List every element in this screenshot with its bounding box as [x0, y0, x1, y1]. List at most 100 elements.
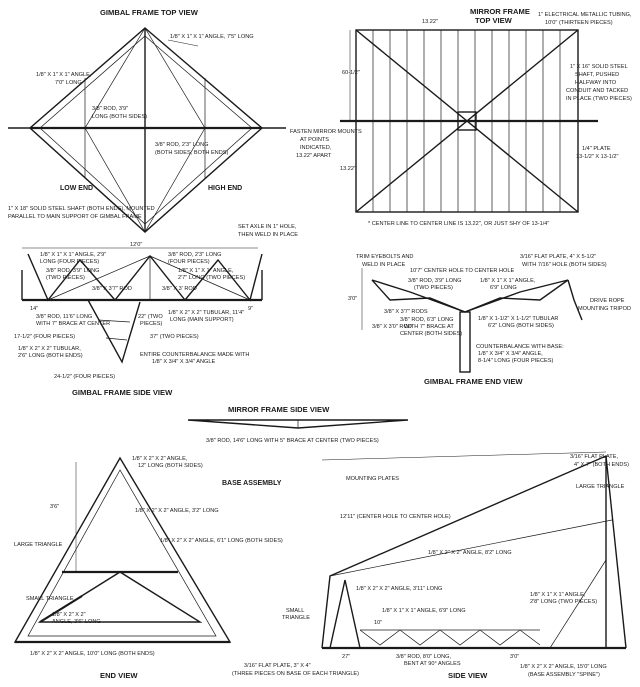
label-tub-2-6-1: 1/8" X 2" X 2" TUBULAR, — [18, 346, 81, 352]
label-angle-3-11: 1/8" X 2" X 2" ANGLE, 3'11" LONG — [356, 586, 442, 592]
label-cb-1: ENTIRE COUNTERBALANCE MADE WITH — [140, 352, 249, 358]
base-side-small-frame — [329, 579, 361, 649]
label-end-height: 3'0" — [348, 296, 357, 302]
label-rod-a-1: 3/8" ROD, 3'9" — [92, 106, 128, 112]
label-shaft-1: 1" X 18" SOLID STEEL SHAFT (BOTH ENDS), … — [8, 206, 155, 212]
label-24-5: 24-1/2" (FOUR PIECES) — [54, 374, 115, 380]
label-flat-bot-2: (THREE PIECES ON BASE OF EACH TRIANGLE) — [232, 671, 359, 677]
label-spine-2: (BASE ASSEMBLY "SPINE") — [528, 672, 600, 678]
label-rod-3-9-2: (TWO PIECES) — [46, 275, 85, 281]
label-flat-bot-1: 3/16" FLAT PLATE, 3" X 4" — [244, 663, 311, 669]
leader-mount — [321, 451, 607, 461]
label-apex-1: 1/8" X 2" X 2" ANGLE, — [132, 456, 188, 462]
label-small-triangle: SMALL TRIANGLE — [26, 596, 74, 602]
label-rod-3-9-1: 3/8" ROD, 3'9" LONG — [408, 278, 462, 284]
label-flat-1: 3/16" FLAT PLATE, 4" X 5-1/2" — [520, 254, 596, 260]
end-bottom-rail — [371, 279, 569, 313]
label-shaft-2: SHAFT, PUSHED — [575, 72, 619, 78]
label-emt-2: 10'0" (THIRTEEN PIECES) — [545, 20, 613, 26]
label-rod-3-9-2: (TWO PIECES) — [414, 285, 453, 291]
label-trim-2: WELD IN PLACE — [362, 262, 405, 268]
gimbal-rod-diag-2 — [144, 27, 206, 129]
label-rope-2: MOUNTING TRIPOD — [578, 306, 631, 312]
label-cb-3: 8-1/4" LONG (FOUR PIECES) — [478, 358, 553, 364]
label-angle-2-9-2: LONG (FOUR PIECES) — [40, 259, 99, 265]
label-base-height: 3'6" — [50, 504, 59, 510]
label-angle-2-8-2: 2'8" LONG (TWO PIECES) — [530, 599, 597, 605]
label-rod-b-1: 3/8" ROD, 2'3" LONG — [155, 142, 209, 148]
label-small-tri-2: TRIANGLE — [282, 615, 310, 621]
label-bottom-angle: 1/8" X 2" X 2" ANGLE, 10'0" LONG (BOTH E… — [30, 651, 155, 657]
base-large-triangle-inner — [27, 469, 217, 637]
label-rod-11-6-1: 3/8" ROD, 11'6" LONG — [36, 314, 92, 320]
label-rod-6-3-2: WITH 7" BRACE AT — [404, 324, 454, 330]
gimbal-frame-top-view: GIMBAL FRAME TOP VIEW 1/8" X 1" X 1" ANG… — [8, 8, 298, 238]
base-side-title: SIDE VIEW — [448, 671, 488, 680]
label-rod-6-3-1: 3/8" ROD, 6'3" LONG — [400, 317, 454, 323]
label-mounts-4: 13.22" APART — [296, 153, 332, 159]
label-tub-1: 1/8" X 1-1/2" X 1-1/2" TUBULAR — [478, 316, 558, 322]
label-axle-2: THEN WELD IN PLACE — [238, 232, 298, 238]
end-counterbalance — [459, 311, 471, 373]
gimbal-top-title: GIMBAL FRAME TOP VIEW — [100, 8, 199, 17]
base-end-view: 3'6" 1/8" X 2" X 2" ANGLE, 12" LONG (BOT… — [13, 456, 283, 680]
label-rods-3-7: 3/8" X 3'7" RODS — [384, 309, 428, 315]
label-37: 37" (TWO PIECES) — [150, 334, 199, 340]
label-high-end: HIGH END — [208, 185, 242, 192]
label-rod-6-3-3: CENTER (BOTH SIDES) — [400, 331, 462, 337]
gimbal-side-rod-l — [47, 255, 151, 301]
end-rod-l — [409, 291, 466, 313]
label-14in: 14" — [30, 306, 38, 312]
label-rod-11-6-2: WITH 7" BRACE AT CENTER — [36, 321, 110, 327]
label-angle-left-1: 1/8" X 1" X 1" ANGLE, — [36, 72, 92, 78]
label-angle-6-1: 1/8" X 2" X 2" ANGLE, 6'1" LONG (BOTH SI… — [160, 538, 283, 544]
base-side-bent-rod — [359, 629, 541, 646]
label-cb-2: 1/8" X 3/4" X 3/4" ANGLE — [152, 359, 215, 365]
label-plate-1: 1/4" PLATE — [582, 146, 611, 152]
gimbal-rod-diag-3 — [84, 127, 146, 233]
label-angle-6-9: 1/8" X 1" X 1" ANGLE, 6'9" LONG — [382, 608, 466, 614]
gimbal-counterbalance — [87, 299, 141, 364]
label-angle-top: 1/8" X 1" X 1" ANGLE, 7'5" LONG — [170, 34, 254, 40]
label-angle-6-9-1: 1/8" X 1" X 1" ANGLE, — [480, 278, 536, 284]
label-rope-1: DRIVE ROPE — [590, 298, 625, 304]
label-mounts-3: INDICATED, — [300, 145, 332, 151]
end-rod-r — [464, 291, 521, 313]
label-rod-2-3-2: (FOUR PIECES) — [168, 259, 210, 265]
mirror-frame-top-view: MIRROR FRAME TOP VIEW 13.22" 1" ELECTRIC… — [290, 7, 632, 227]
label-angle-2-8-1: 1/8" X 1" X 1" ANGLE, — [530, 592, 586, 598]
label-tub-11-4-2: LONG (MAIN SUPPORT) — [170, 317, 234, 323]
label-angle-2-7-1: 1/8" X 1" X 1" ANGLE, — [178, 268, 234, 274]
label-large-triangle: LARGE TRIANGLE — [14, 542, 63, 548]
gimbal-rod-diag-4 — [144, 127, 206, 233]
label-flat-top-1: 3/16" FLAT PLATE, — [570, 454, 618, 460]
label-shaft-5: IN PLACE (TWO PIECES) — [566, 96, 632, 102]
cb-brace-2 — [105, 337, 128, 341]
label-angle-8-2: 1/8" X 2" X 2" ANGLE, 8'2" LONG — [428, 550, 512, 556]
label-flat-top-2: 4" X 7" (BOTH ENDS) — [574, 462, 629, 468]
gimbal-end-title: GIMBAL FRAME END VIEW — [424, 377, 523, 386]
label-27in: 27" — [342, 654, 350, 660]
label-shaft-1: 1" X 16" SOLID STEEL — [570, 64, 628, 70]
label-apex-2: 12" LONG (BOTH SIDES) — [138, 463, 203, 469]
label-shaft-4: CONDUIT AND TACKED — [566, 88, 628, 94]
base-title: BASE ASSEMBLY — [222, 480, 282, 487]
label-rod-8-2: BENT AT 90° ANGLES — [404, 661, 461, 667]
mirror-frame-side-view: MIRROR FRAME SIDE VIEW 3/8" ROD, 14'6" L… — [187, 405, 409, 444]
label-angle-3-2: 1/8" X 2" X 2" ANGLE, 3'2" LONG — [135, 508, 219, 514]
label-height: 60-1/2" — [342, 70, 360, 76]
label-rod-2-3-1: 3/8" ROD, 2'3" LONG — [168, 252, 222, 258]
label-rod-3-9-1: 3/8" ROD, 3'9" LONG — [46, 268, 100, 274]
base-side-brace — [549, 559, 607, 649]
gimbal-side-rod-r — [149, 255, 251, 301]
mirror-center-plate — [457, 111, 477, 131]
label-small-tri-1: SMALL — [286, 608, 304, 614]
label-low-end: LOW END — [60, 185, 93, 192]
base-side-large-frame — [321, 454, 627, 649]
label-rod-3: 3/8" X 3' ROD — [162, 286, 197, 292]
label-plate-2: 13-1/2" X 13-1/2" — [576, 154, 619, 160]
label-rod-3-0: 3/8" X 3'0" ROD — [372, 324, 412, 330]
label-angle-2-7-2: 2'7" LONG (TWO PIECES) — [178, 275, 245, 281]
gimbal-frame-side-view: 12'0" 1/8" X 1" X 1" ANGLE, 2'9" LONG (F… — [14, 242, 263, 397]
base-end-title: END VIEW — [100, 671, 138, 680]
